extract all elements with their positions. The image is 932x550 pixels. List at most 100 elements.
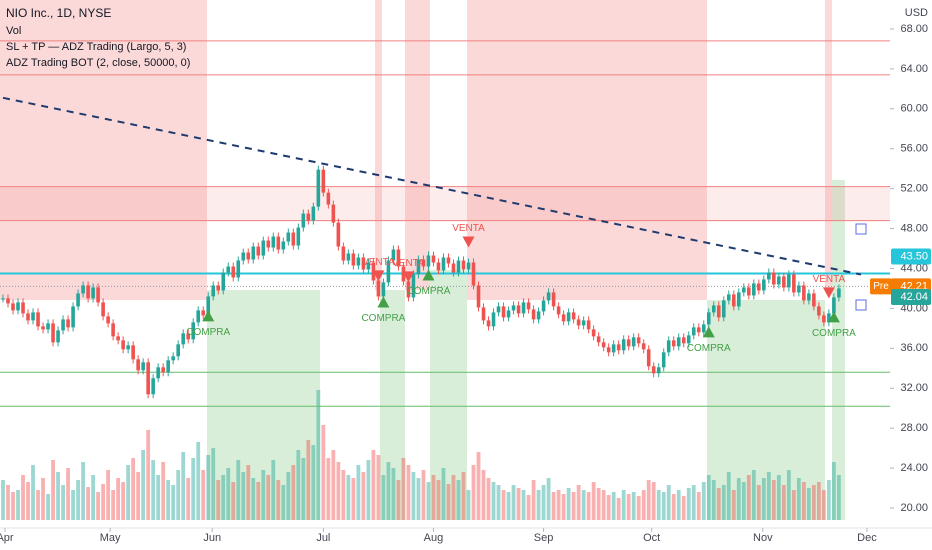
candle-body <box>747 287 751 296</box>
volume-bar <box>511 485 516 520</box>
volume-bar <box>361 472 366 520</box>
tool-icon[interactable] <box>855 223 867 235</box>
candle-body <box>631 337 636 347</box>
candle-body <box>186 333 191 340</box>
candle-body <box>36 312 40 327</box>
candle-body <box>626 339 631 347</box>
candle-body <box>321 169 326 193</box>
volume-bar <box>226 468 231 520</box>
candle-body <box>1 298 5 300</box>
candle-body <box>671 340 676 347</box>
candle-body <box>601 342 606 348</box>
candle-body <box>616 344 621 351</box>
volume-bar <box>301 458 306 520</box>
sell-arrow <box>462 236 475 248</box>
volume-bar <box>206 455 211 520</box>
candle-body <box>591 329 596 337</box>
volume-bar <box>581 490 586 520</box>
volume-bar <box>266 475 271 520</box>
candle-body <box>236 260 241 278</box>
volume-bar <box>391 468 396 520</box>
volume-bar <box>216 480 221 520</box>
candle-body <box>426 255 431 267</box>
candle-body <box>401 266 406 282</box>
candle-body <box>351 253 356 266</box>
volume-bar <box>296 450 301 520</box>
candle-body <box>656 367 661 374</box>
x-tick-label: May <box>100 532 121 544</box>
volume-bar <box>336 462 341 520</box>
volume-bar <box>321 425 326 520</box>
volume-bar <box>741 482 746 520</box>
candle-body <box>381 282 386 297</box>
volume-bar <box>531 480 536 520</box>
volume-bar <box>781 485 786 520</box>
buy-arrow <box>827 311 840 323</box>
volume-bar <box>81 462 85 520</box>
tool-icon[interactable] <box>855 299 867 311</box>
volume-bar <box>221 475 226 520</box>
volume-bar <box>481 470 486 520</box>
candle-body <box>501 306 506 318</box>
candle-body <box>762 279 766 291</box>
candle-body <box>346 253 351 261</box>
volume-bar <box>106 470 111 520</box>
candle-body <box>256 246 261 256</box>
volume-bar <box>801 482 806 520</box>
volume-bar <box>246 465 251 520</box>
volume-bar <box>241 472 246 520</box>
volume-bar <box>271 460 276 520</box>
candle-body <box>792 274 796 293</box>
volume-bar <box>751 470 756 520</box>
volume-bar <box>626 494 631 520</box>
signals-layer: COMPRA VENTA COMPRA VENTA COMPRA VENTA COMPRA V… <box>186 223 856 354</box>
candle-body <box>696 327 701 333</box>
volume-bar <box>831 462 836 520</box>
volume-bar <box>621 490 626 520</box>
volume-bar <box>341 470 346 520</box>
volume-bar <box>816 482 821 520</box>
volume-bar <box>86 487 90 520</box>
sell-arrow <box>822 287 835 299</box>
volume-bar <box>691 485 696 520</box>
legend-line: ADZ Trading BOT (2, close, 50000, 0) <box>6 57 190 69</box>
trend-line <box>2 96 862 276</box>
candle-body <box>521 302 526 314</box>
candle-body <box>421 259 426 267</box>
candle-body <box>291 232 296 246</box>
legend-line: SL + TP — ADZ Trading (Largo, 5, 3) <box>6 41 186 53</box>
candle-body <box>812 293 816 307</box>
volume-bar <box>791 490 796 520</box>
volume-bar <box>21 475 25 520</box>
candle-body <box>411 274 416 298</box>
candle-body <box>251 246 256 260</box>
volume-bar <box>676 490 681 520</box>
y-tick-label: 20.00 <box>900 502 928 514</box>
buy-zone <box>430 270 467 520</box>
volume-bar <box>41 478 45 520</box>
volume-bar <box>231 482 236 520</box>
buy-arrow <box>202 310 215 322</box>
candle-body <box>571 312 576 320</box>
candle-body <box>196 310 201 323</box>
candle-body <box>376 280 381 297</box>
candle-body <box>16 302 20 311</box>
candle-body <box>166 360 170 373</box>
volume-bar <box>556 490 561 520</box>
candle-body <box>621 339 626 351</box>
volume-bar <box>36 490 40 520</box>
candle-body <box>181 333 185 345</box>
volume-bar <box>401 458 406 520</box>
sell-zone <box>375 0 382 290</box>
candle-body <box>496 306 501 313</box>
sell-label: VENTA <box>813 274 846 285</box>
candle-body <box>6 298 10 304</box>
volume-bar <box>346 475 351 520</box>
volume-bar <box>566 488 571 520</box>
volume-bar <box>461 472 466 520</box>
volume-bar <box>276 480 281 520</box>
volume-bar <box>236 460 241 520</box>
candle-body <box>636 337 641 344</box>
candle-body <box>271 236 276 248</box>
last-price-label-bg <box>891 289 931 306</box>
